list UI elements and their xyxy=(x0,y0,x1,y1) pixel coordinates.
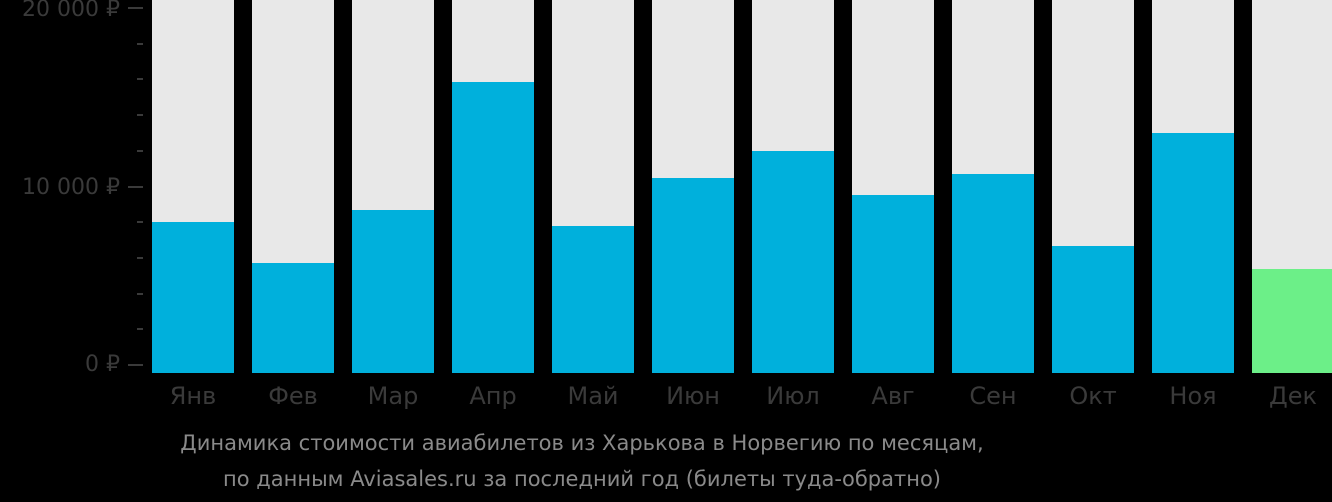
bar-Фев[interactable] xyxy=(252,263,334,373)
bar-background xyxy=(752,0,834,373)
y-tick xyxy=(137,78,143,81)
y-tick xyxy=(128,364,143,366)
bar-background xyxy=(1152,0,1234,373)
bar-Сен[interactable] xyxy=(952,174,1034,373)
y-tick xyxy=(137,221,143,224)
x-label: Мар xyxy=(367,382,419,410)
bar-Дек[interactable] xyxy=(1252,268,1332,373)
x-label: Окт xyxy=(1069,382,1117,410)
y-tick xyxy=(137,256,143,259)
bar-background xyxy=(552,0,634,373)
x-label: Дек xyxy=(1268,382,1317,410)
x-label: Сен xyxy=(969,382,1017,410)
x-label: Июн xyxy=(666,382,720,410)
x-label: Май xyxy=(567,382,619,410)
chart-caption-line-2: по данным Aviasales.ru за последний год … xyxy=(223,467,941,491)
y-tick xyxy=(137,42,143,45)
bar-Янв[interactable] xyxy=(152,222,234,373)
y-label-20000: 20 000 ₽ xyxy=(22,0,120,22)
y-tick xyxy=(137,114,143,117)
bar-Июл[interactable] xyxy=(752,150,834,373)
x-label: Июл xyxy=(766,382,820,410)
bar-Апр[interactable] xyxy=(452,82,534,373)
x-label: Авг xyxy=(871,382,915,410)
bar-Мар[interactable] xyxy=(352,209,434,373)
bar-Ноя[interactable] xyxy=(1152,132,1234,373)
bar-background xyxy=(452,0,534,373)
bar-background xyxy=(952,0,1034,373)
bar-background xyxy=(652,0,734,373)
bar-background xyxy=(152,0,234,373)
x-label: Апр xyxy=(469,382,517,410)
y-tick xyxy=(128,185,143,188)
chart-caption-line-1: Динамика стоимости авиабилетов из Харько… xyxy=(180,431,984,455)
y-label-10000: 10 000 ₽ xyxy=(22,175,120,200)
bar-background xyxy=(852,0,934,373)
bar-Июн[interactable] xyxy=(652,177,734,373)
y-tick xyxy=(137,149,143,152)
bar-Окт[interactable] xyxy=(1052,246,1134,373)
y-label-0: 0 ₽ xyxy=(85,352,120,377)
bar-background xyxy=(1052,0,1134,373)
bar-Авг[interactable] xyxy=(852,195,934,373)
y-tick xyxy=(137,292,143,295)
y-tick xyxy=(128,7,143,9)
x-label: Ноя xyxy=(1169,382,1217,410)
x-label: Янв xyxy=(169,382,217,410)
bar-background xyxy=(252,0,334,373)
bar-background xyxy=(352,0,434,373)
bar-Май[interactable] xyxy=(552,225,634,373)
x-label: Фев xyxy=(268,382,318,410)
y-tick xyxy=(137,328,143,331)
bar-background xyxy=(1252,0,1332,373)
